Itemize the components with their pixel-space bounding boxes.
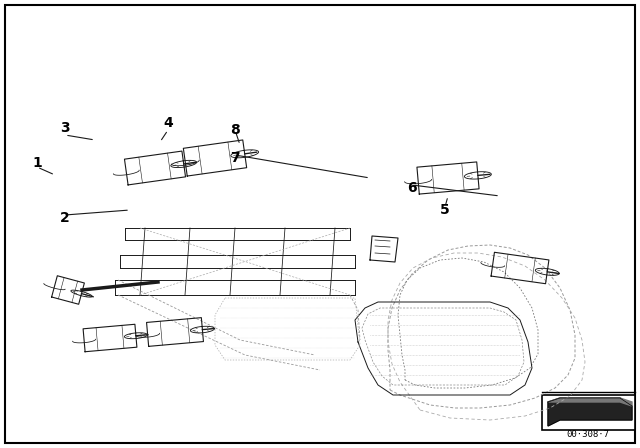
Text: 1: 1: [32, 156, 42, 170]
Text: 3: 3: [60, 121, 70, 135]
Text: 00·308·7: 00·308·7: [566, 430, 609, 439]
Text: 6: 6: [407, 181, 417, 195]
Polygon shape: [548, 398, 632, 406]
Text: 2: 2: [60, 211, 70, 225]
Text: 7: 7: [230, 151, 240, 165]
Text: 4: 4: [163, 116, 173, 130]
Text: 8: 8: [230, 123, 240, 137]
Polygon shape: [548, 398, 632, 426]
Bar: [542, 395, 635, 430]
Text: 5: 5: [440, 203, 450, 217]
